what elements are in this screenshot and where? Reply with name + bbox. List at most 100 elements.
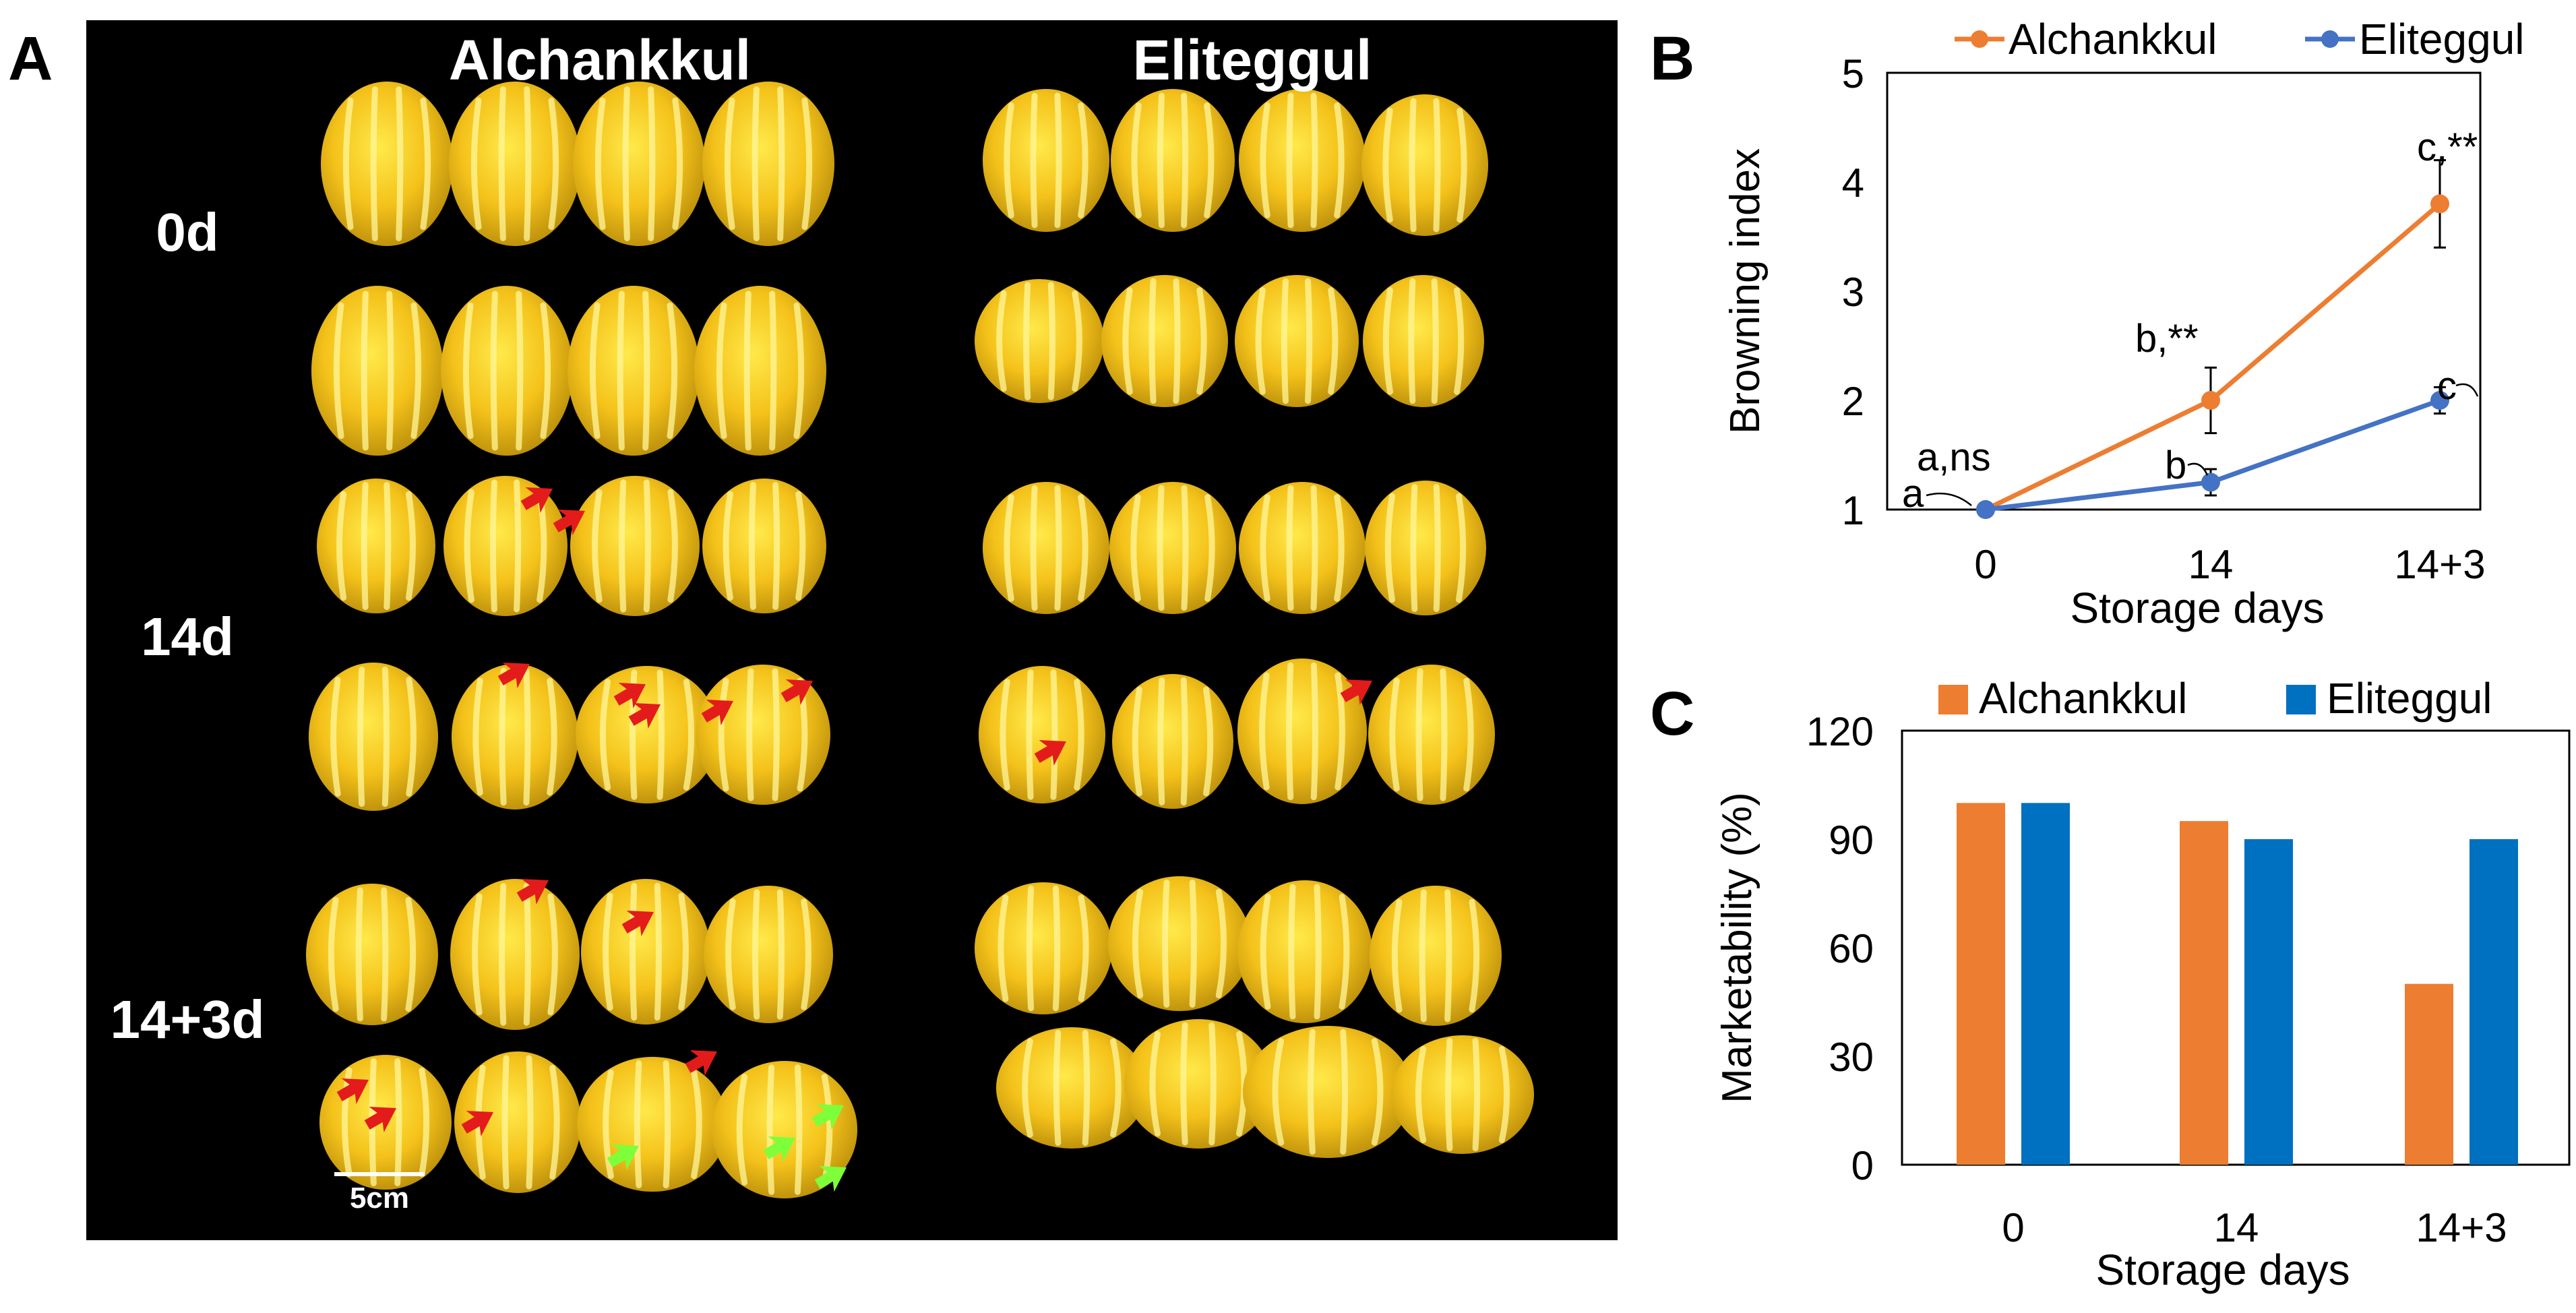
defect-arrow-icon bbox=[497, 662, 530, 689]
melon-image bbox=[449, 82, 581, 246]
melon-image bbox=[983, 482, 1109, 614]
melon-stripe bbox=[794, 1064, 803, 1195]
melon-image bbox=[1368, 665, 1495, 805]
melon-stripe bbox=[1255, 287, 1266, 395]
melon-stripe bbox=[599, 679, 611, 791]
melon-stripe bbox=[594, 97, 606, 231]
melon-stripe bbox=[1310, 485, 1318, 611]
melon-stripe bbox=[1419, 889, 1427, 1022]
melon-stripe bbox=[603, 1069, 614, 1180]
melon-stripe bbox=[1314, 884, 1322, 1020]
melon-stripe bbox=[336, 491, 347, 601]
melon-image bbox=[306, 884, 438, 1025]
melon-stripe bbox=[1132, 888, 1144, 999]
melon-stripe bbox=[405, 896, 417, 1012]
chart-c-y-tick-label: 60 bbox=[1829, 926, 1874, 971]
melon-stripe bbox=[678, 892, 689, 1011]
melon-stripe bbox=[769, 291, 777, 451]
melon-stripe bbox=[752, 86, 760, 241]
melon-stripe bbox=[667, 302, 678, 439]
melon-stripe bbox=[1157, 92, 1165, 228]
melon-image bbox=[577, 1057, 728, 1192]
melon-stripe bbox=[419, 1067, 430, 1178]
melon-stripe bbox=[1072, 290, 1082, 392]
chart-c-y-ticks: 0 30 60 90 120 bbox=[1806, 709, 1874, 1188]
chart-b-data-point bbox=[2430, 391, 2449, 410]
chart-b-leader-a bbox=[1926, 492, 1972, 506]
panel-letter-c: C bbox=[1650, 679, 1694, 748]
chart-b-legend-label: Eliteggul bbox=[2359, 15, 2525, 63]
melon-stripe bbox=[1157, 677, 1165, 805]
melon-stripe bbox=[499, 667, 507, 806]
melon-stripe bbox=[1340, 1029, 1349, 1155]
melon-stripe bbox=[1334, 102, 1345, 218]
chart-c-y-axis-label: Marketability (%) bbox=[1714, 792, 1760, 1103]
melon-image bbox=[570, 476, 700, 616]
melon-stripe bbox=[523, 883, 531, 1026]
melon-stripe bbox=[801, 898, 811, 1010]
melon-stripe bbox=[1122, 287, 1133, 395]
melon-stripe bbox=[1162, 880, 1170, 1008]
melon-stripe bbox=[1286, 485, 1294, 611]
chart-c-bar bbox=[1957, 803, 2005, 1165]
melon-image bbox=[576, 666, 718, 803]
melon-image bbox=[317, 479, 435, 613]
defect-arrow-icon bbox=[621, 910, 654, 937]
chart-c-x-tick-label: 14+3 bbox=[2416, 1205, 2507, 1250]
melon-stripe bbox=[1000, 679, 1010, 791]
melon-stripe bbox=[793, 302, 805, 439]
melon-stripe bbox=[724, 97, 735, 231]
melon-stripe bbox=[643, 479, 651, 613]
melon-stripe bbox=[617, 291, 625, 451]
chart-c-bar bbox=[2470, 839, 2518, 1165]
melon-stripe bbox=[1208, 1022, 1217, 1146]
melon-stripe bbox=[667, 489, 678, 603]
chart-b-y-tick-label: 3 bbox=[1842, 270, 1864, 315]
melon-stripe bbox=[723, 491, 733, 601]
melon-stripe bbox=[1408, 278, 1416, 404]
melon-image bbox=[1124, 1019, 1272, 1149]
melon-stripe bbox=[396, 86, 404, 241]
melon-stripe bbox=[394, 1058, 402, 1186]
defect-arrow-icon bbox=[1340, 679, 1372, 706]
chart-b-x-ticks: 0 14 14+3 bbox=[1974, 542, 2485, 587]
melon-stripe bbox=[1130, 494, 1141, 602]
defect-arrow-icon bbox=[553, 509, 585, 536]
chart-b-y-axis-label: Browning index bbox=[1722, 148, 1769, 434]
chart-b-series bbox=[1976, 159, 2449, 519]
melon-stripe bbox=[1454, 287, 1465, 395]
cultivar-label-alchankkul: Alchankkul bbox=[449, 28, 751, 92]
melon-image bbox=[979, 666, 1105, 803]
defect-arrow-icon bbox=[613, 682, 646, 709]
melon-stripe bbox=[1260, 102, 1270, 218]
melon-stripe bbox=[622, 86, 630, 241]
melon-stripe bbox=[656, 669, 665, 800]
melon-stripe bbox=[1433, 98, 1441, 233]
chart-c-legend-swatch bbox=[2286, 685, 2316, 714]
melon-stripe bbox=[1189, 880, 1197, 1008]
melon-stripe bbox=[1131, 102, 1142, 218]
chart-b-annotation-b-star: b,** bbox=[2135, 317, 2199, 361]
melon-stripe bbox=[634, 1060, 642, 1188]
melon-image bbox=[1101, 275, 1228, 407]
melon-stripe bbox=[516, 291, 524, 451]
chart-b-legend-label: Alchankkul bbox=[2008, 15, 2217, 63]
chart-b-y-ticks: 1 2 3 4 5 bbox=[1842, 51, 1864, 533]
melon-stripe bbox=[1469, 898, 1480, 1013]
melon-image bbox=[975, 279, 1104, 403]
melon-stripe bbox=[1050, 669, 1058, 800]
melon-image bbox=[1235, 275, 1359, 407]
chart-c-y-tick-label: 30 bbox=[1829, 1035, 1874, 1080]
defect-arrow-icon bbox=[364, 1106, 396, 1133]
chart-b-annotation-c-star: c,** bbox=[2417, 125, 2478, 169]
melon-stripe bbox=[470, 97, 482, 231]
defect-arrow-icon bbox=[763, 1136, 795, 1163]
melon-stripe bbox=[648, 86, 656, 241]
melon-photo-grid bbox=[306, 82, 1534, 1198]
melon-stripe bbox=[603, 892, 613, 1011]
melon-stripe bbox=[548, 97, 559, 231]
melon-stripe bbox=[1203, 686, 1214, 797]
chart-b-y-tick-label: 1 bbox=[1842, 488, 1864, 533]
melon-stripe bbox=[370, 86, 378, 241]
melon-image bbox=[1111, 89, 1235, 232]
